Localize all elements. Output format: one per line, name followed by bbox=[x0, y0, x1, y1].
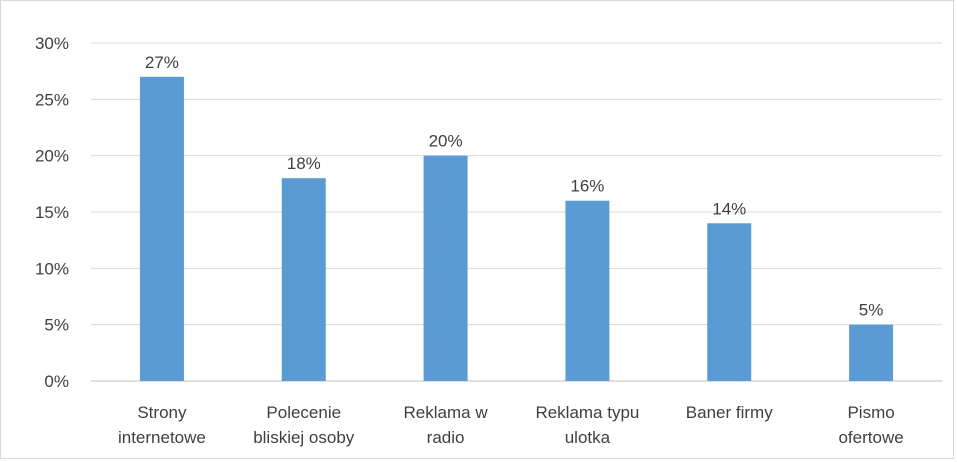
data-label: 5% bbox=[859, 301, 884, 320]
y-tick-label: 10% bbox=[35, 259, 69, 278]
bar bbox=[707, 223, 752, 381]
category-label: Strony internetowe bbox=[118, 403, 206, 447]
bars bbox=[139, 76, 894, 382]
bar bbox=[281, 178, 326, 381]
y-tick-label: 15% bbox=[35, 203, 69, 222]
data-label: 20% bbox=[429, 132, 463, 151]
y-tick-label: 20% bbox=[35, 147, 69, 166]
bar bbox=[849, 324, 894, 381]
bar bbox=[565, 200, 610, 381]
data-label: 16% bbox=[570, 177, 604, 196]
category-label: Pismo ofertowe bbox=[838, 403, 903, 447]
data-label: 14% bbox=[712, 199, 746, 218]
category-label: Baner firmy bbox=[686, 403, 773, 422]
y-axis-tick-labels: 0% 5% 10% 15% 20% 25% 30% bbox=[35, 34, 69, 391]
x-axis-category-labels: Strony internetowe Polecenie bliskiej osoby… bbox=[118, 403, 904, 447]
gridlines bbox=[91, 42, 942, 382]
y-tick-label: 5% bbox=[44, 316, 69, 335]
data-label: 27% bbox=[145, 53, 179, 72]
bar bbox=[139, 76, 184, 382]
bar bbox=[423, 155, 468, 381]
y-tick-label: 30% bbox=[35, 34, 69, 53]
category-label: Reklama w radio bbox=[404, 403, 489, 447]
data-labels: 27% 18% 20% 16% 14% 5% bbox=[145, 53, 883, 320]
category-label: Polecenie bliskiej osoby bbox=[253, 403, 355, 447]
y-tick-label: 0% bbox=[44, 372, 69, 391]
y-tick-label: 25% bbox=[35, 90, 69, 109]
category-label: Reklama typu ulotka bbox=[535, 403, 639, 447]
data-label: 18% bbox=[287, 154, 321, 173]
